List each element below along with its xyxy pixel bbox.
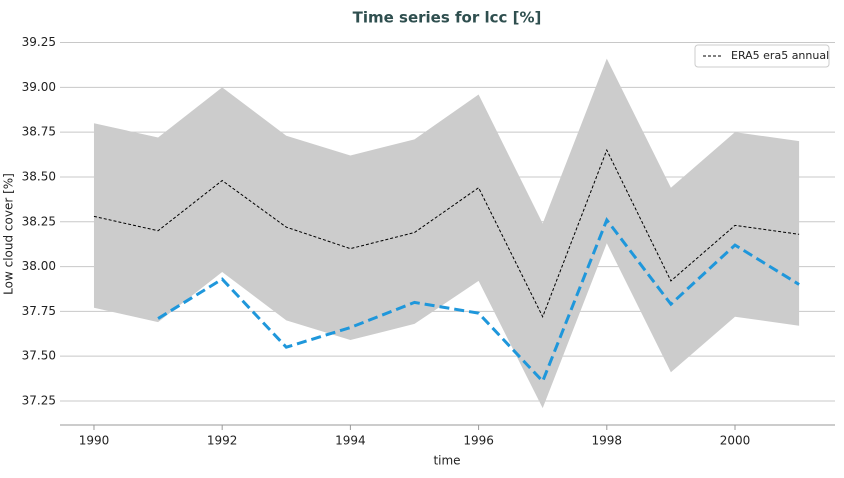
x-tick-label: 2000 (720, 434, 751, 448)
y-tick-label: 39.25 (22, 35, 56, 49)
y-tick-label: 37.50 (22, 349, 56, 363)
y-tick-label: 38.75 (22, 125, 56, 139)
legend-label: ERA5 era5 annual (731, 49, 829, 62)
x-tick-label: 1994 (335, 434, 366, 448)
series-line (93, 148, 800, 318)
y-tick-label: 38.00 (22, 259, 56, 273)
y-tick-label: 38.25 (22, 214, 56, 228)
x-axis-label: time (433, 454, 460, 468)
y-tick-label: 37.75 (22, 304, 56, 318)
x-tick-label: 1992 (207, 434, 238, 448)
uncertainty-band (93, 58, 800, 409)
x-tick-label: 1996 (463, 434, 494, 448)
y-tick-label: 38.50 (22, 169, 56, 183)
y-tick-label: 39.00 (22, 80, 56, 94)
series-line (157, 216, 800, 385)
chart-title: Time series for lcc [%] (353, 9, 542, 27)
legend-box (694, 44, 830, 68)
y-axis-label: Low cloud cover [%] (2, 173, 16, 295)
y-tick-label: 37.25 (22, 393, 56, 407)
x-tick-label: 1998 (592, 434, 623, 448)
x-tick-label: 1990 (79, 434, 110, 448)
